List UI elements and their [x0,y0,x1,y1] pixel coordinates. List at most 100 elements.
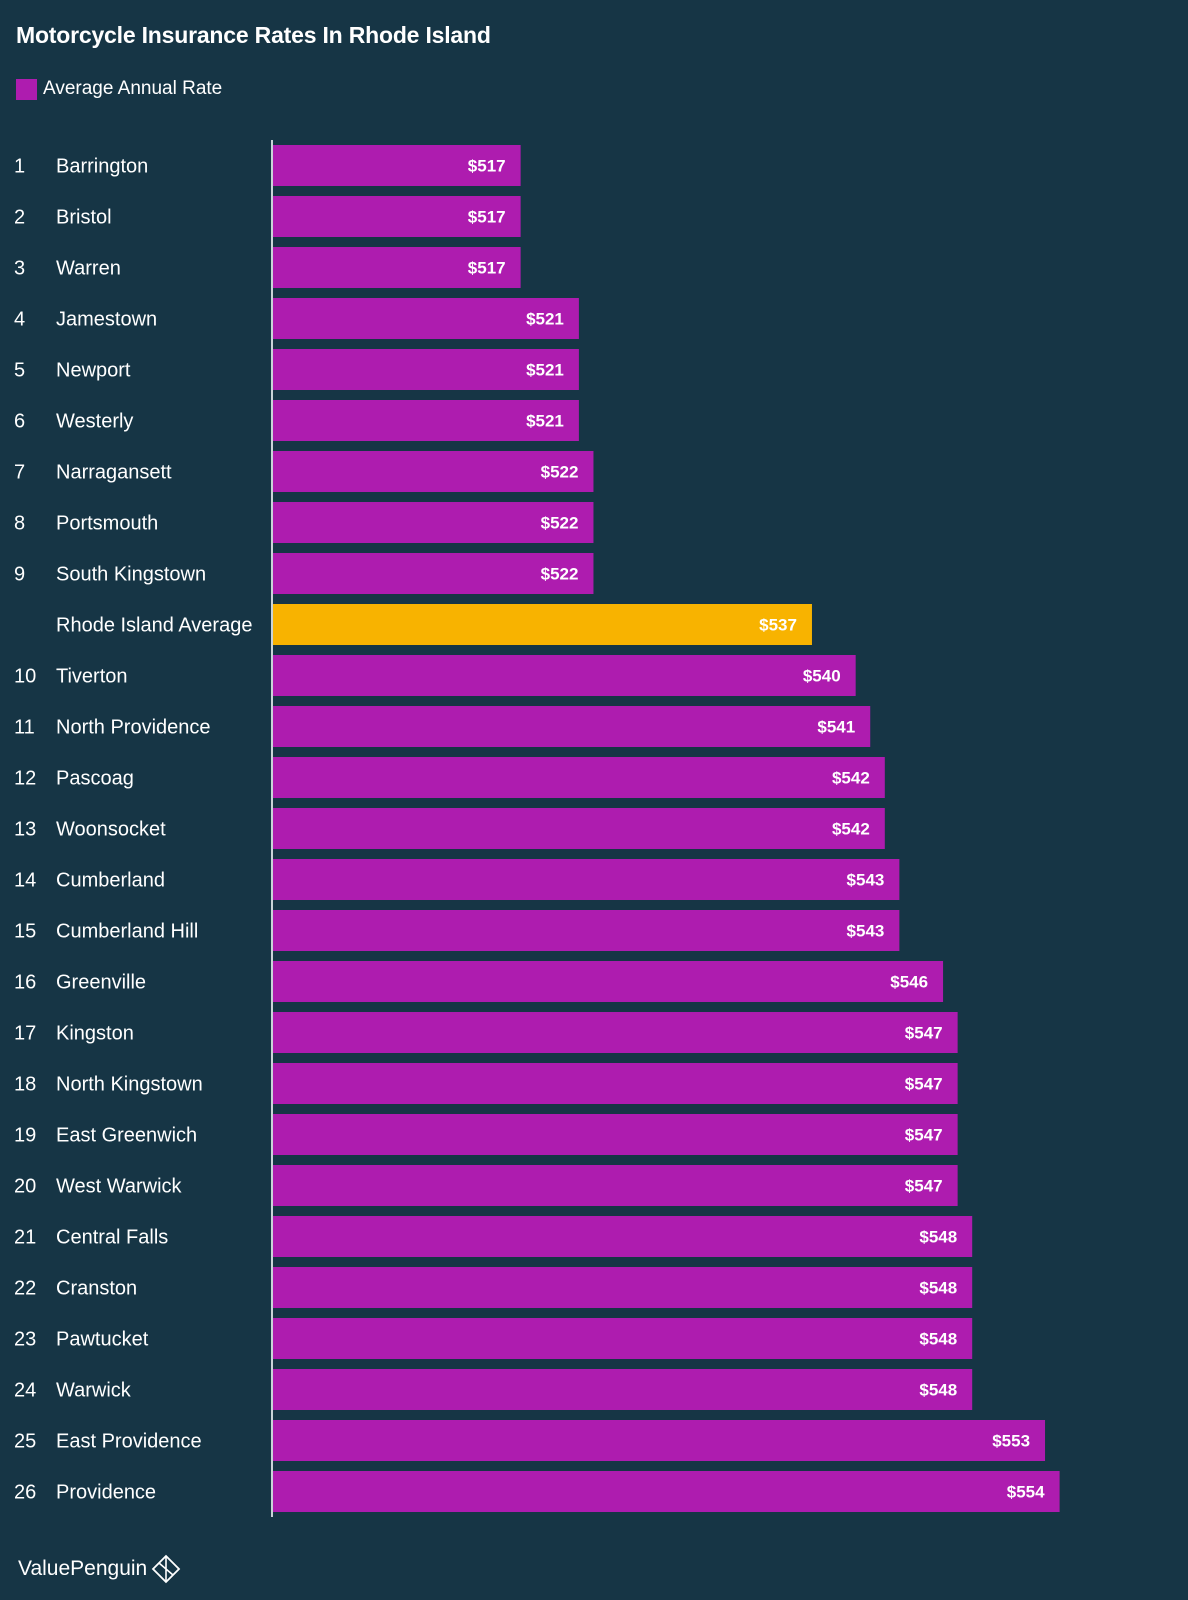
city-label: Cumberland [56,870,165,892]
rank-label: 17 [14,1023,36,1045]
bar [273,859,900,900]
legend-label: Average Annual Rate [43,78,223,99]
rank-label: 5 [14,360,25,382]
legend: Average Annual Rate [16,78,222,100]
data-label: $548 [919,1330,957,1349]
rank-label: 9 [14,564,25,586]
rank-label: 11 [14,717,35,739]
city-label: South Kingstown [56,564,206,586]
penguin-diamond-icon [151,1554,181,1584]
data-label: $546 [890,973,928,992]
data-label: $548 [919,1381,957,1400]
city-label: Pascoag [56,768,134,790]
rank-label: 16 [14,972,36,994]
city-label: Cranston [56,1278,137,1300]
data-label: $554 [1007,1483,1045,1502]
city-label: Cumberland Hill [56,921,198,943]
data-label: $522 [541,514,579,533]
rank-label: 4 [14,309,25,331]
data-label: $541 [817,718,855,737]
bar [273,961,944,1002]
bar-chart: 1 Barrington $517 2 Bristol $517 3 Warren $517 4 J… [14,140,1060,1517]
bar [273,910,900,951]
data-label: $537 [759,616,797,635]
rank-label: 3 [14,258,25,280]
bar [273,1267,973,1308]
city-label: Warwick [56,1380,132,1402]
bar [273,1114,958,1155]
rank-label: 10 [14,666,36,688]
legend-swatch [16,78,37,100]
data-label: $553 [992,1432,1030,1451]
bar [273,1318,973,1359]
data-label: $547 [905,1075,943,1094]
rank-label: 19 [14,1125,36,1147]
chart-title: Motorcycle Insurance Rates In Rhode Isla… [16,22,491,48]
data-label: $521 [526,310,564,329]
city-label: North Providence [56,717,211,739]
data-label: $543 [847,871,885,890]
bar [273,1012,958,1053]
bar [273,1369,973,1410]
rank-label: 14 [14,870,36,892]
rank-label: 15 [14,921,36,943]
city-label: Providence [56,1482,156,1504]
rank-label: 25 [14,1431,36,1453]
rank-label: 20 [14,1176,36,1198]
bar [273,1420,1046,1461]
rank-label: 18 [14,1074,36,1096]
data-label: $547 [905,1177,943,1196]
data-label: $517 [468,157,506,176]
brand-logo: ValuePenguin [18,1554,181,1584]
bar [273,1063,958,1104]
data-label: $522 [541,463,579,482]
average-bar [273,604,812,645]
city-label: Portsmouth [56,513,158,535]
data-label: $522 [541,565,579,584]
city-label: Warren [56,258,121,280]
city-label: Barrington [56,156,148,178]
data-label: $521 [526,412,564,431]
city-label: West Warwick [56,1176,183,1198]
bar [273,400,579,441]
city-label: North Kingstown [56,1074,203,1096]
bar [273,298,579,339]
rank-label: 22 [14,1278,36,1300]
data-label: $540 [803,667,841,686]
data-label: $548 [919,1228,957,1247]
rank-label: 13 [14,819,36,841]
data-label: $543 [847,922,885,941]
city-label: Westerly [56,411,133,433]
rank-label: 8 [14,513,25,535]
rank-label: 23 [14,1329,36,1351]
bar [273,655,856,696]
bar [273,1471,1060,1512]
data-label: $547 [905,1126,943,1145]
city-label: Jamestown [56,309,157,331]
city-label: East Providence [56,1431,202,1453]
bar [273,1216,973,1257]
bar [273,706,871,747]
bar [273,349,579,390]
city-label: East Greenwich [56,1125,197,1147]
bar [273,247,521,288]
city-label: Tiverton [56,666,128,688]
city-label: Kingston [56,1023,134,1045]
brand-name: ValuePenguin [18,1557,148,1580]
data-label: $542 [832,769,870,788]
bar [273,1165,958,1206]
city-label: Woonsocket [56,819,166,841]
city-label: Narragansett [56,462,172,484]
bar [273,757,885,798]
city-label: Central Falls [56,1227,168,1249]
data-label: $517 [468,259,506,278]
city-label: Pawtucket [56,1329,149,1351]
rank-label: 2 [14,207,25,229]
bar [273,451,594,492]
rank-label: 26 [14,1482,36,1504]
rank-label: 21 [14,1227,36,1249]
bar [273,145,521,186]
data-label: $517 [468,208,506,227]
data-label: $547 [905,1024,943,1043]
bar [273,502,594,543]
